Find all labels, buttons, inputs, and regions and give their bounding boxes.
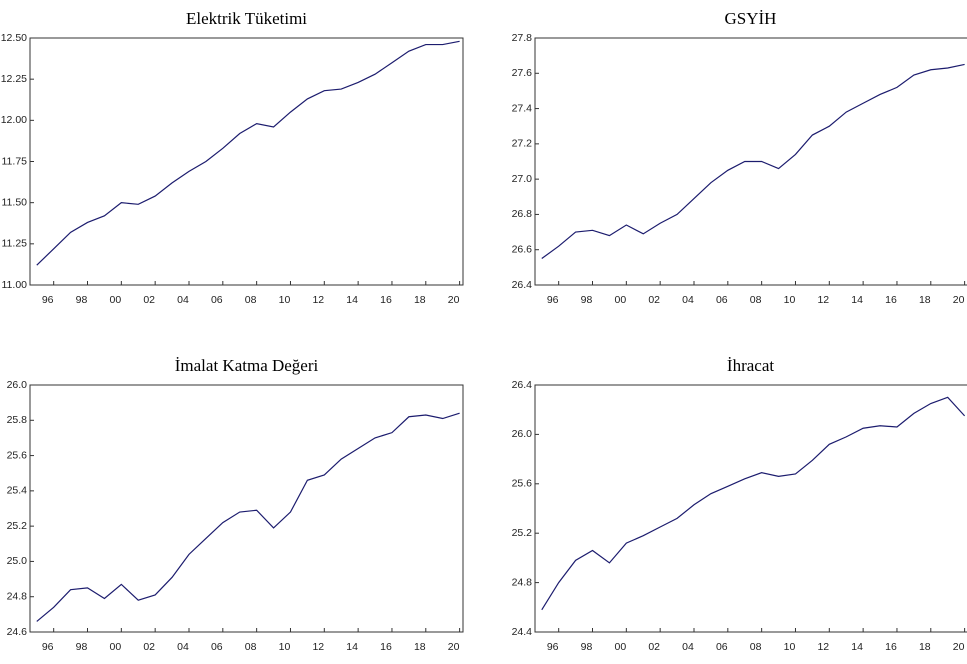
y-tick-label: 11.25 [2, 238, 28, 250]
x-tick-label: 14 [346, 641, 358, 653]
y-tick-label: 12.00 [1, 114, 27, 126]
y-tick-label: 11.50 [2, 196, 28, 208]
x-tick-label: 12 [817, 294, 829, 306]
chart-title: GSYİH [725, 9, 777, 28]
x-tick-label: 10 [279, 294, 291, 306]
data-line [541, 396, 966, 611]
x-tick-label: 16 [380, 641, 392, 653]
x-tick-label: 12 [312, 641, 324, 653]
x-tick-label: 08 [750, 294, 762, 306]
plot-frame [29, 384, 464, 633]
x-tick-label: 04 [682, 294, 694, 306]
x-tick-label: 06 [716, 641, 728, 653]
y-tick-label: 11.75 [2, 155, 28, 167]
y-tick-label: 25.0 [7, 555, 28, 567]
x-tick-label: 08 [245, 641, 257, 653]
x-tick-label: 08 [750, 641, 762, 653]
y-tick-label: 24.6 [7, 626, 28, 638]
x-tick-label: 02 [143, 641, 155, 653]
x-tick-label: 10 [279, 641, 291, 653]
y-tick-label: 24.8 [7, 590, 28, 602]
x-tick-label: 14 [346, 294, 358, 306]
x-tick-label: 16 [885, 641, 897, 653]
x-tick-label: 04 [177, 294, 189, 306]
x-tick-label: 00 [614, 641, 626, 653]
data-line [541, 63, 965, 260]
x-tick-label: 08 [245, 294, 257, 306]
y-tick-label: 24.4 [512, 626, 533, 638]
y-tick-label: 27.6 [512, 67, 533, 79]
y-tick-label: 24.8 [512, 576, 533, 588]
x-tick-label: 18 [414, 294, 426, 306]
x-tick-label: 02 [648, 641, 660, 653]
y-tick-label: 25.2 [512, 527, 533, 539]
x-tick-label: 16 [380, 294, 392, 306]
x-tick-label: 14 [851, 641, 863, 653]
x-tick-label: 96 [547, 294, 559, 306]
x-tick-label: 02 [143, 294, 155, 306]
x-tick-label: 18 [919, 294, 931, 306]
x-tick-label: 96 [42, 294, 54, 306]
x-tick-label: 02 [648, 294, 660, 306]
y-tick-label: 25.6 [512, 478, 533, 490]
x-tick-label: 04 [682, 641, 694, 653]
x-tick-label: 20 [448, 641, 460, 653]
y-tick-label: 26.6 [512, 243, 533, 255]
y-tick-label: 26.4 [512, 279, 533, 291]
y-tick-label: 27.2 [512, 138, 533, 150]
y-tick-label: 27.0 [512, 173, 533, 185]
x-tick-label: 12 [312, 294, 324, 306]
plot-frame [534, 384, 967, 633]
y-tick-label: 25.8 [7, 414, 28, 426]
x-tick-label: 20 [953, 294, 965, 306]
x-tick-label: 16 [885, 294, 897, 306]
x-tick-label: 06 [716, 294, 728, 306]
y-tick-label: 25.4 [7, 485, 28, 497]
x-tick-label: 20 [953, 641, 965, 653]
x-tick-label: 06 [211, 641, 223, 653]
x-tick-label: 96 [42, 641, 54, 653]
x-tick-label: 00 [109, 641, 121, 653]
chart-title: İhracat [727, 356, 774, 375]
x-tick-label: 10 [784, 641, 796, 653]
x-tick-label: 06 [211, 294, 223, 306]
x-tick-label: 14 [851, 294, 863, 306]
x-tick-label: 98 [76, 294, 88, 306]
y-tick-label: 27.4 [512, 102, 533, 114]
x-tick-label: 18 [414, 641, 426, 653]
plot-frame [29, 37, 464, 286]
chart-title: Elektrik Tüketimi [186, 9, 307, 28]
x-tick-label: 10 [784, 294, 796, 306]
x-tick-label: 98 [581, 641, 593, 653]
y-tick-label: 25.2 [7, 520, 28, 532]
y-tick-label: 11.00 [2, 279, 28, 291]
x-tick-label: 04 [177, 641, 189, 653]
y-tick-label: 12.25 [1, 73, 27, 85]
x-tick-label: 98 [76, 641, 88, 653]
y-tick-label: 26.0 [512, 428, 533, 440]
x-tick-label: 00 [109, 294, 121, 306]
x-tick-label: 20 [448, 294, 460, 306]
y-tick-label: 27.8 [512, 32, 533, 44]
data-line [36, 40, 460, 266]
y-tick-label: 26.0 [7, 379, 28, 391]
y-tick-label: 12.50 [1, 32, 27, 44]
y-tick-label: 26.8 [512, 208, 533, 220]
y-tick-label: 25.6 [7, 449, 28, 461]
data-line [36, 412, 460, 622]
x-tick-label: 12 [817, 641, 829, 653]
chart-title: İmalat Katma Değeri [175, 356, 319, 375]
x-tick-label: 00 [614, 294, 626, 306]
plot-frame [534, 37, 967, 286]
y-tick-label: 26.4 [512, 379, 533, 391]
x-tick-label: 96 [547, 641, 559, 653]
x-tick-label: 18 [919, 641, 931, 653]
x-tick-label: 98 [581, 294, 593, 306]
